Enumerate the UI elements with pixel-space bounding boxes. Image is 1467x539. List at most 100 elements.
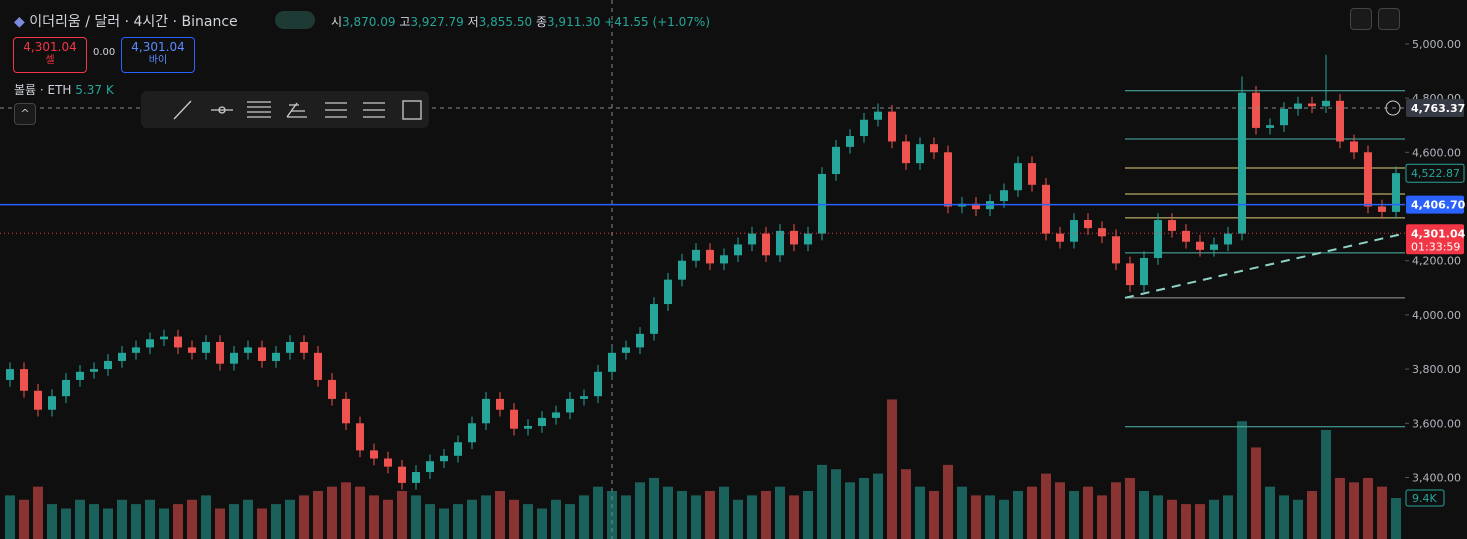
o: 3,870.09: [342, 15, 396, 29]
sell-button[interactable]: 4,301.04 셀: [13, 37, 87, 73]
candle-body: [440, 455, 448, 462]
candle-body: [1042, 184, 1050, 234]
candle-body: [426, 461, 434, 473]
candle-body: [1126, 263, 1134, 286]
volume-bar: [425, 504, 435, 539]
candle-body: [706, 249, 714, 264]
volume-bar: [1251, 447, 1261, 539]
volume-bar: [691, 495, 701, 539]
candle-body: [1336, 100, 1344, 142]
candle-body: [692, 249, 700, 261]
volume-bar: [817, 464, 827, 539]
candle-body: [790, 230, 798, 245]
candle-body: [174, 336, 182, 348]
candle-body: [286, 341, 294, 353]
volume-bar: [663, 486, 673, 539]
volume-bar: [957, 486, 967, 539]
candle-body: [1014, 163, 1022, 191]
volume-bar: [565, 504, 575, 539]
volume-bar: [243, 499, 253, 539]
candle-body: [132, 347, 140, 353]
sell-label: 셀: [45, 55, 55, 66]
volume-bar: [1265, 486, 1275, 539]
volume-bar: [1391, 498, 1401, 539]
volume-bar: [1223, 495, 1233, 539]
add-alert-icon[interactable]: [1385, 100, 1401, 116]
volume-bar: [5, 495, 15, 539]
l-label: 저: [467, 15, 479, 29]
volume-bar: [747, 495, 757, 539]
candle-body: [328, 379, 336, 399]
candle-body: [272, 352, 280, 361]
change: +41.55 (+1.07%): [604, 15, 711, 29]
candle-body: [1056, 233, 1064, 242]
candle-body: [608, 352, 616, 372]
volume-bar: [1111, 482, 1121, 539]
volume-legend: 볼륨 · ETH 5.37 K: [14, 81, 114, 98]
volume-bar: [313, 491, 323, 539]
volume-bar: [985, 495, 995, 539]
volume-bar: [1181, 504, 1191, 539]
volume-bar: [873, 473, 883, 539]
volume-bar: [341, 482, 351, 539]
volume-bar: [831, 469, 841, 539]
candle-body: [398, 466, 406, 483]
status-pill[interactable]: [275, 11, 315, 29]
crosshair-price: 4,763.37: [1411, 102, 1465, 115]
candle-body: [1168, 220, 1176, 231]
volume-bar: [355, 486, 365, 539]
volume-bar: [915, 486, 925, 539]
buy-button[interactable]: 4,301.04 바이: [121, 37, 195, 73]
buy-label: 바이: [148, 55, 168, 66]
candle-body: [972, 203, 980, 210]
y-tick-label: 4,200.00: [1412, 255, 1461, 268]
volume-bar: [635, 482, 645, 539]
volume-bar: [75, 499, 85, 539]
y-tick-label: 3,600.00: [1412, 417, 1461, 430]
alert-price: 4,406.70: [1411, 199, 1466, 212]
candle-body: [650, 304, 658, 334]
candle-body: [622, 347, 630, 353]
collapse-button[interactable]: ^: [14, 103, 36, 125]
candle-body: [104, 360, 112, 370]
candle-body: [1238, 92, 1246, 234]
candle-body: [1112, 236, 1120, 264]
candle-body: [888, 111, 896, 142]
candle-body: [1350, 141, 1358, 153]
download-button[interactable]: [1350, 8, 1372, 30]
candle-body: [930, 144, 938, 153]
candle-body: [1364, 152, 1372, 207]
o-label: 시: [331, 15, 343, 29]
volume-bar: [1363, 477, 1373, 539]
refresh-button[interactable]: [1378, 8, 1400, 30]
candle-body: [384, 458, 392, 467]
volume-bar: [677, 491, 687, 539]
countdown: 01:33:59: [1411, 240, 1460, 253]
candle-body: [510, 409, 518, 429]
volume-bar: [887, 399, 897, 539]
candle-body: [146, 339, 154, 348]
volume-bar: [845, 482, 855, 539]
candle-body: [1210, 244, 1218, 250]
marker-box: [1405, 163, 1465, 183]
y-tick-label: 3,800.00: [1412, 363, 1461, 376]
volume-bar: [705, 491, 715, 539]
alert-price-box: [1406, 195, 1464, 214]
l: 3,855.50: [478, 15, 533, 29]
volume-bar: [733, 499, 743, 539]
volume-bar: [271, 504, 281, 539]
volume-value: 5.37 K: [75, 83, 114, 97]
last-price: 4,301.04: [1411, 227, 1466, 240]
candle-body: [314, 352, 322, 380]
candle-body: [356, 423, 364, 451]
candle-body: [1392, 173, 1400, 212]
c-label: 종: [535, 15, 547, 29]
volume-bar: [1209, 499, 1219, 539]
volume-bar: [1349, 482, 1359, 539]
candle-body: [6, 369, 14, 380]
volume-bar: [327, 486, 337, 539]
volume-bar: [1321, 429, 1331, 539]
candle-body: [916, 144, 924, 164]
volume-bar: [173, 504, 183, 539]
candle-body: [580, 396, 588, 399]
